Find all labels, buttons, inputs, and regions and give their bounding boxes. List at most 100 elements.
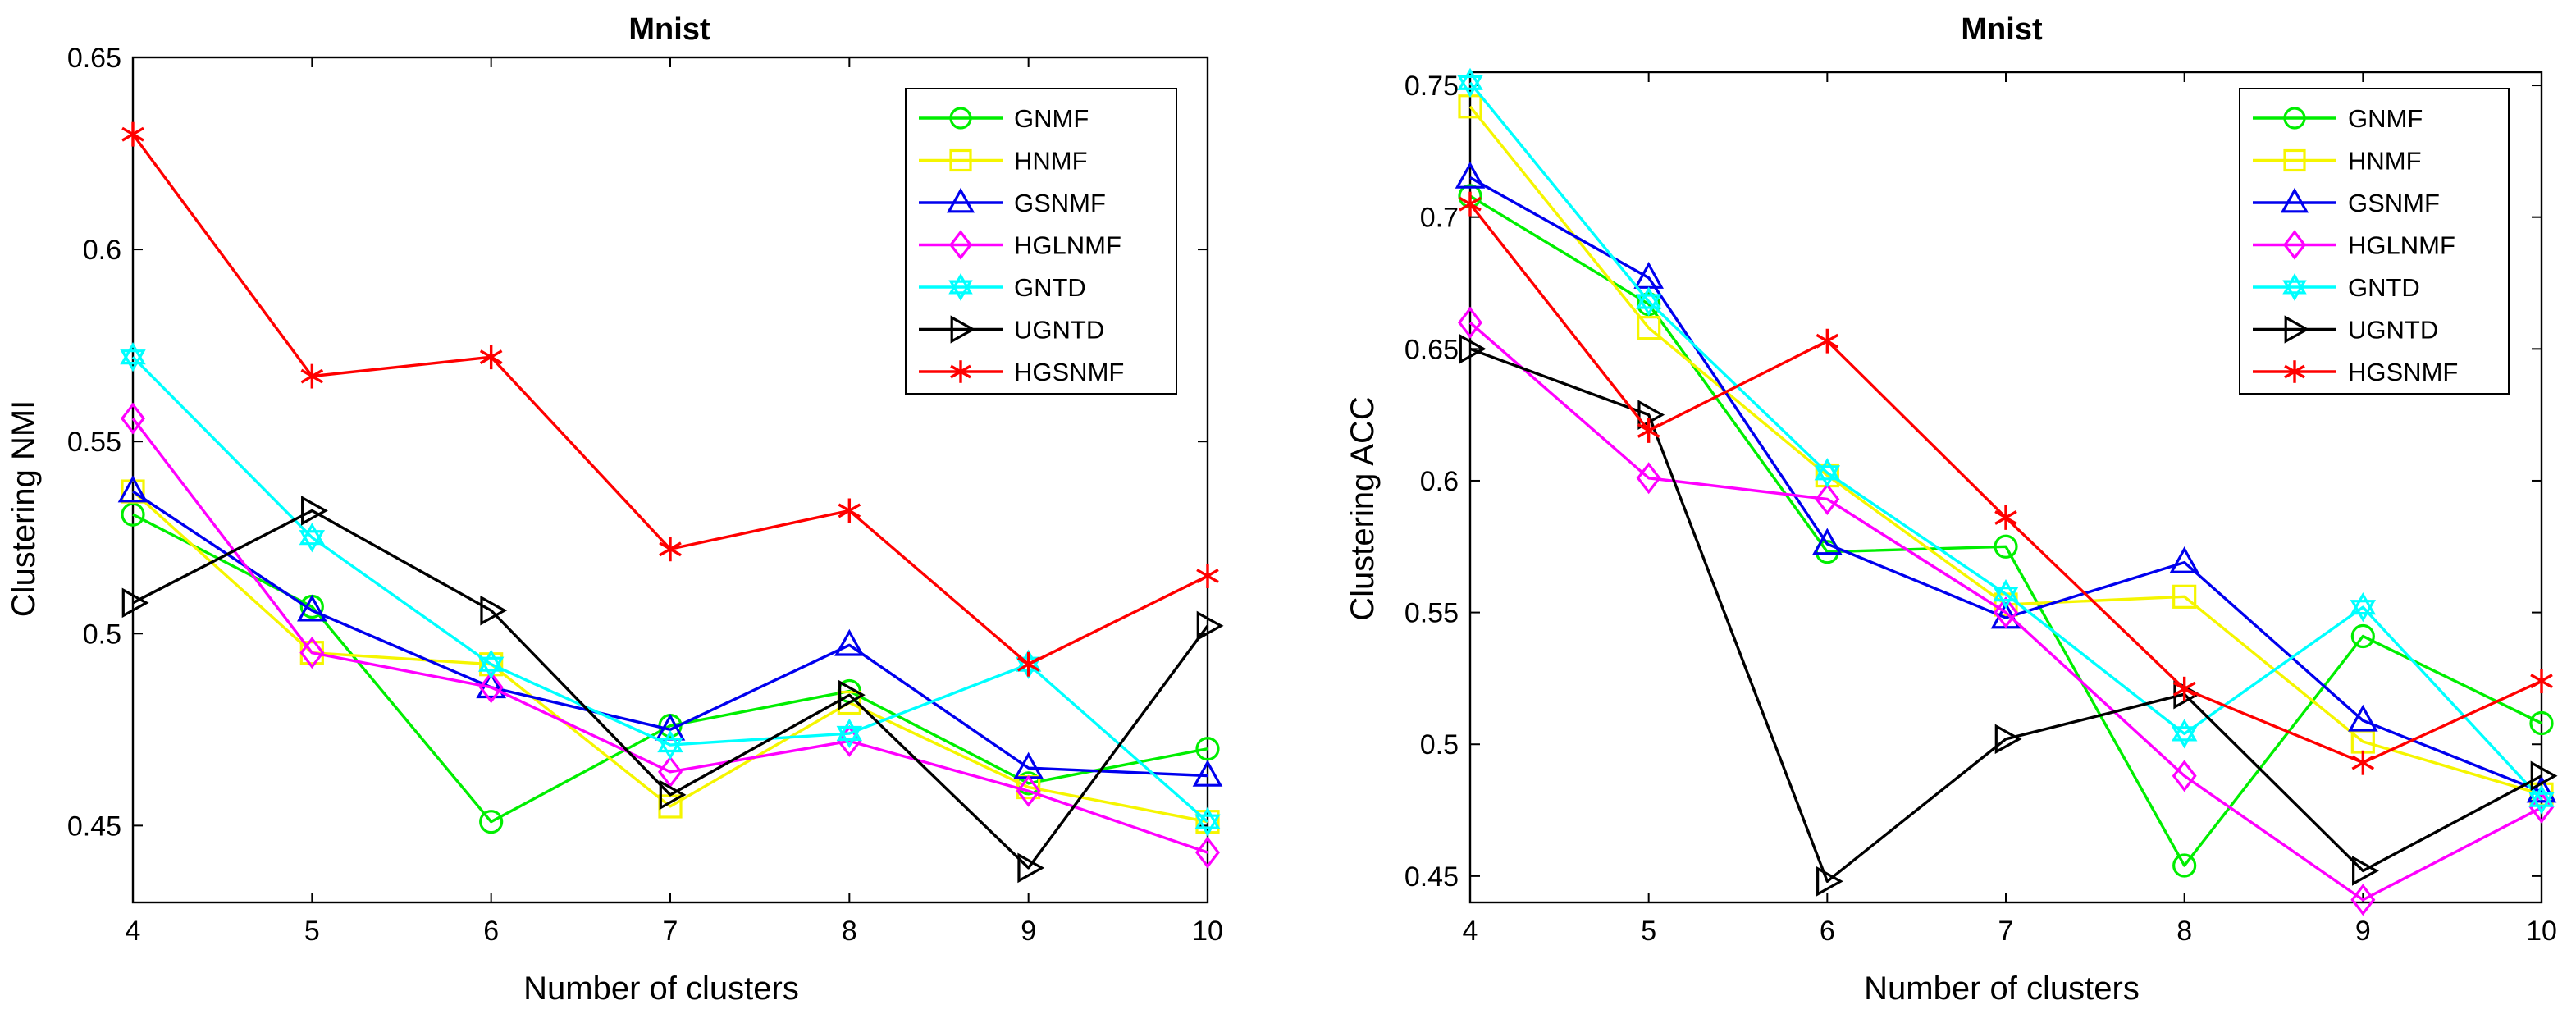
nmi-series-hglnmf-point — [1016, 774, 1041, 807]
acc-legend-item-hnmf: HNMF — [2253, 147, 2422, 176]
nmi-legend-label-gntd: GNTD — [1014, 273, 1086, 302]
acc-ytick-label: 0.5 — [1420, 729, 1459, 760]
nmi-series-ugntd-point — [301, 496, 328, 526]
nmi-series-hgsnmf-point — [300, 363, 324, 389]
acc-series-gnmf-point — [2529, 710, 2554, 736]
nmi-legend-marker-hnmf — [949, 148, 972, 172]
nmi-legend-marker-gnmf — [949, 107, 972, 130]
acc-series-hglnmf-point — [2350, 884, 2376, 916]
acc-series-gntd-point — [1457, 67, 1483, 98]
nmi-series-gntd-point — [1194, 806, 1221, 837]
acc-series-hglnmf-point — [1815, 482, 1840, 515]
nmi-xtick-label: 5 — [304, 916, 320, 947]
nmi-chart: Mnist Number of clusters Clustering NMI … — [6, 12, 1224, 1007]
acc-series-gnmf-line — [1469, 194, 2542, 867]
acc-series-gntd-point — [2350, 592, 2377, 623]
acc-legend-marker-ugntd — [2284, 315, 2310, 344]
acc-legend-label-hglnmf: HGLNMF — [2348, 231, 2455, 260]
nmi-series-gsnmf-point — [834, 628, 865, 656]
nmi-xtick-label: 4 — [126, 916, 141, 947]
acc-legend-label-ugntd: UGNTD — [2348, 316, 2438, 345]
nmi-legend-item-hgsnmf: HGSNMF — [919, 358, 1124, 386]
nmi-ytick-label: 0.45 — [67, 811, 121, 842]
nmi-legend-item-gntd: GNTD — [919, 273, 1086, 302]
acc-series-hgsnmf-point — [2172, 676, 2196, 701]
acc-xtick-label: 7 — [1998, 916, 2014, 947]
acc-legend-marker-gntd — [2282, 273, 2307, 301]
acc-series-gntd-point — [2171, 719, 2198, 749]
acc-legend-label-hnmf: HNMF — [2348, 147, 2422, 176]
acc-xtick-label: 9 — [2355, 916, 2371, 947]
nmi-chart-ylabel: Clustering NMI — [6, 400, 42, 618]
nmi-series-gntd-point — [657, 729, 683, 760]
acc-series-hgsnmf-point — [1816, 328, 1839, 354]
acc-series-hglnmf-point — [2528, 791, 2555, 824]
nmi-series-ugntd-point — [838, 679, 866, 710]
acc-plot-area: 4 5 6 7 8 9 10 0.45 0.5 0.55 0.6 0.65 0.7 0.75 GNMF HN… — [1404, 67, 2558, 947]
nmi-series-hglnmf-point — [1194, 836, 1221, 869]
acc-series-gsnmf-point — [2526, 775, 2557, 803]
nmi-series-gnmf-point — [479, 810, 504, 834]
nmi-legend-marker-gsnmf — [946, 187, 975, 213]
nmi-series-gnmf-point — [1195, 737, 1220, 761]
nmi-series-gntd-point — [299, 523, 326, 553]
nmi-chart-title: Mnist — [628, 12, 710, 47]
acc-series-hgsnmf-point — [1459, 191, 1482, 217]
acc-series-gntd-point — [1814, 458, 1841, 488]
acc-legend-item-hglnmf: HGLNMF — [2253, 230, 2455, 260]
nmi-xtick-label: 7 — [663, 916, 678, 947]
acc-series-gsnmf-point — [1812, 528, 1843, 555]
acc-series-hgsnmf-point — [2530, 669, 2553, 694]
acc-series-gsnmf-point — [2348, 704, 2378, 732]
nmi-series-gnmf-point — [121, 502, 145, 527]
acc-series-hglnmf-point — [2172, 760, 2197, 792]
acc-series-gnmf-point — [2172, 853, 2197, 878]
acc-series-gntd-point — [1993, 578, 2019, 610]
nmi-legend-label-ugntd: UGNTD — [1014, 316, 1104, 345]
acc-series-ugntd-point — [1637, 400, 1665, 430]
acc-legend-label-gntd: GNTD — [2348, 273, 2420, 302]
nmi-ytick-label: 0.6 — [83, 235, 121, 266]
acc-xtick-label: 8 — [2176, 916, 2192, 947]
nmi-legend: GNMF HNMF GSNMF HGLNMF GNTD UGNTD HGSNMF — [905, 88, 1177, 395]
nmi-ytick-label: 0.5 — [83, 619, 121, 650]
acc-legend-label-gsnmf: GSNMF — [2348, 189, 2440, 217]
acc-series-ugntd-point — [1816, 866, 1843, 897]
acc-legend-item-gnmf: GNMF — [2253, 104, 2423, 133]
acc-chart-xlabel: Number of clusters — [1864, 971, 2140, 1007]
acc-series-gnmf-point — [2350, 623, 2375, 649]
nmi-legend-item-gnmf: GNMF — [919, 104, 1089, 133]
acc-legend-marker-hglnmf — [2282, 230, 2307, 260]
nmi-legend-marker-hglnmf — [948, 230, 973, 260]
acc-series-ugntd-line — [1469, 347, 2542, 883]
nmi-series-hgsnmf-point — [121, 121, 144, 147]
acc-series-hglnmf-point — [1993, 596, 2019, 629]
nmi-series-hglnmf-point — [837, 724, 862, 757]
nmi-series-gsnmf-point — [1192, 759, 1223, 787]
acc-series-hglnmf-point — [1457, 306, 1483, 339]
nmi-series-ugntd-line — [132, 509, 1209, 870]
acc-series-ugntd-point — [1994, 724, 2022, 755]
acc-legend-label-hgsnmf: HGSNMF — [2348, 358, 2458, 386]
nmi-series-hgsnmf-point — [838, 498, 861, 523]
nmi-legend-item-gsnmf: GSNMF — [919, 187, 1106, 217]
nmi-legend-label-gsnmf: GSNMF — [1014, 189, 1106, 217]
acc-xtick-label: 5 — [1641, 916, 1656, 947]
nmi-series-ugntd-point — [1196, 610, 1224, 642]
acc-series-hglnmf-line — [1468, 321, 2542, 902]
nmi-xtick-label: 6 — [483, 916, 499, 947]
acc-ytick-label: 0.65 — [1404, 334, 1459, 365]
nmi-series-ugntd-point — [1017, 852, 1045, 884]
acc-chart: Mnist Number of clusters Clustering ACC … — [1345, 12, 2558, 1007]
acc-chart-ylabel: Clustering ACC — [1345, 396, 1381, 620]
acc-series-gntd-point — [1635, 286, 1662, 317]
acc-xtick-label: 6 — [1820, 916, 1835, 947]
nmi-xtick-label: 10 — [1192, 916, 1223, 947]
acc-series-ugntd-point — [2530, 760, 2558, 792]
acc-series-gsnmf-point — [2169, 546, 2199, 573]
acc-series-hglnmf-point — [1636, 462, 1661, 495]
acc-series-hgsnmf-point — [1637, 418, 1660, 443]
nmi-series-gntd-point — [836, 718, 863, 749]
nmi-series-hglnmf-point — [657, 756, 683, 788]
nmi-series-gntd-point — [477, 649, 505, 679]
